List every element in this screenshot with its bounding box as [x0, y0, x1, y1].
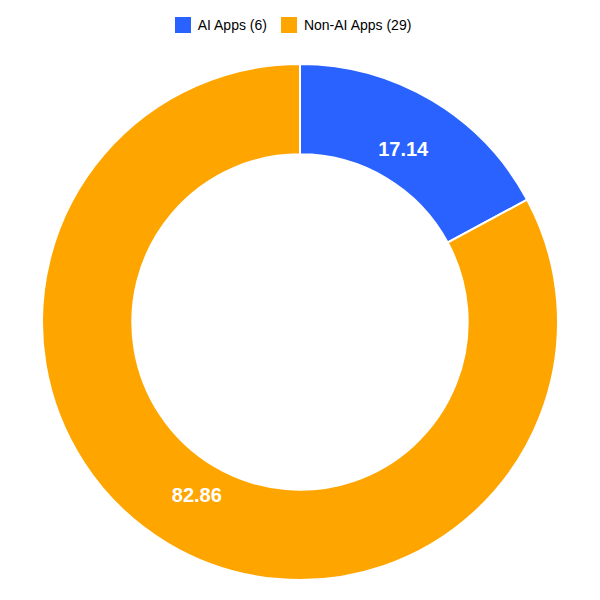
svg-text:17.14: 17.14 [378, 138, 429, 160]
html-text:AI Apps (6): AI Apps (6) [197, 16, 267, 33]
html-text:Non-AI Apps (29): Non-AI Apps (29) [303, 16, 412, 33]
svg-text:82.86: 82.86 [172, 484, 222, 506]
